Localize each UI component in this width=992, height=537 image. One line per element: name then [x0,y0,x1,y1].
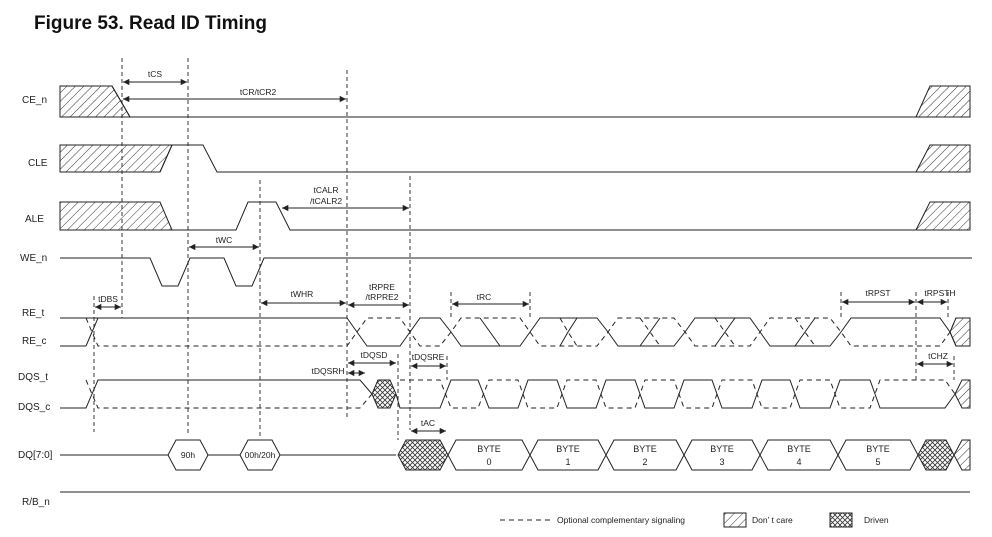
ce-dont-care-end [915,85,971,118]
legend: Optional complementary signaling Don’ t … [500,512,889,528]
ce-dont-care-start [59,85,131,118]
tcalr-label-1: tCALR [313,185,338,195]
tcr-label: tCR/tCR2 [240,87,277,97]
tdqsrh-label: tDQSRH [311,366,344,376]
ce-n-low [111,85,916,118]
re-mid-edges-dashed [559,317,816,347]
tcs-label: tCS [148,69,163,79]
byte-labels: BYTE 0 BYTE 1 BYTE 2 BYTE 3 BYTE 4 BYTE … [477,444,890,467]
cle-waveform [59,144,971,173]
ale-waveform [59,201,971,231]
re-t-waveform [85,317,970,347]
dqs-c-pre [85,379,373,409]
byte-2-word: BYTE [633,444,657,454]
byte-4-word: BYTE [787,444,811,454]
signal-cle: CLE [28,158,48,169]
we-n-waveform [60,257,972,287]
re-dont-care-end [949,317,971,347]
tdqsd-label: tDQSD [361,350,388,360]
tac-label: tAC [421,418,435,428]
dq-driven-start [397,439,449,471]
dqs-waveforms [60,379,971,409]
byte-3-index: 3 [719,457,724,467]
legend-dont-care-label: Don’ t care [752,515,793,525]
tcalr-label-2: /tCALR2 [310,196,342,206]
signal-names: CE_n CLE ALE WE_n RE_t RE_c DQS_t DQS_c … [18,95,53,508]
signal-re-c: RE_c [22,336,46,347]
re-mid-edge-1 [479,317,501,347]
dq-driven-end [917,439,955,471]
byte-1-index: 1 [565,457,570,467]
signal-ce-n: CE_n [22,95,47,106]
signal-dq: DQ[7:0] [18,450,53,461]
timing-annotations: tCS tCR/tCR2 tCALR /tCALR2 tWC tDBS tWHR… [95,69,956,435]
byte-2-index: 2 [642,457,647,467]
dq-cmd-value: 90h [181,450,195,460]
dq-dont-care-end [953,439,971,471]
byte-1-word: BYTE [556,444,580,454]
signal-dqs-c: DQS_c [18,402,50,413]
legend-driven-label: Driven [864,515,889,525]
trpst-label: tRPST [865,288,890,298]
dq-cmd-lower [167,454,281,471]
signal-rb-n: R/B_n [22,497,50,508]
trpre-label-2: /tRPRE2 [365,292,398,302]
cle-dont-care-start [59,144,173,173]
twhr-label: tWHR [291,289,314,299]
dqs-t-pre [60,379,373,409]
legend-optional-label: Optional complementary signaling [557,515,685,525]
legend-dont-care-swatch [723,512,747,528]
ale-dont-care-start [59,201,173,231]
tdbs-label: tDBS [98,294,118,304]
re-c-waveform [85,317,957,347]
trpsth-label: tRPSTH [924,288,955,298]
twc-label: tWC [216,235,233,245]
dqs-c-waveform [400,379,956,409]
figure-title: Figure 53. Read ID Timing [34,13,267,34]
ale-pulse [172,201,916,231]
tchz-label: tCHZ [928,351,948,361]
dq-addr-value: 00h/20h [245,450,276,460]
byte-0-index: 0 [486,457,491,467]
legend-driven-swatch [829,512,853,528]
trpre-label-1: tRPRE [369,282,395,292]
re-mid-edges-solid [559,317,816,347]
ale-dont-care-end [915,201,971,231]
dqs-dont-care-end [954,379,971,409]
dq-waveform: 90h 00h/20h BYTE 0 BYTE 1 BYTE 2 BYTE 3 … [60,439,971,471]
signal-ale: ALE [25,214,44,225]
byte-3-word: BYTE [710,444,734,454]
byte-0-word: BYTE [477,444,501,454]
byte-5-index: 5 [875,457,880,467]
signal-we-n: WE_n [20,253,47,264]
signal-dqs-t: DQS_t [18,372,48,383]
byte-4-index: 4 [796,457,801,467]
dqs-driven [371,379,397,409]
tdqsre-label: tDQSRE [412,352,445,362]
guide-lines [93,58,955,440]
re-waveforms [60,317,971,347]
ce-n-waveform [59,85,971,118]
cle-dont-care-end [915,144,971,173]
byte-5-word: BYTE [866,444,890,454]
dq-idle [60,439,396,456]
cle-pulse [159,144,916,173]
signal-re-t: RE_t [22,308,44,319]
trc-label: tRC [477,292,492,302]
